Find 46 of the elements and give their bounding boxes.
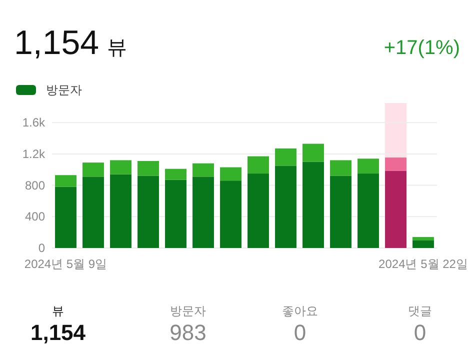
bar	[192, 163, 214, 177]
y-tick-label: 1.2k	[22, 146, 46, 161]
bar	[385, 158, 406, 171]
text: 댓글	[408, 304, 432, 318]
bar	[330, 160, 352, 176]
bar	[275, 148, 296, 166]
text: 0	[414, 320, 426, 345]
bar	[55, 175, 76, 187]
text: 뷰	[52, 304, 64, 318]
bar	[412, 237, 434, 240]
y-tick-label: 0	[38, 241, 46, 255]
bar	[220, 180, 242, 248]
text: 좋아요	[282, 304, 318, 318]
chart-title: 1,154	[14, 24, 100, 62]
chart-subtitle: 뷰	[107, 37, 128, 59]
bar	[165, 168, 186, 180]
bar	[302, 144, 324, 162]
bar	[358, 174, 379, 248]
bar	[82, 162, 104, 177]
bar	[138, 176, 159, 248]
text: 1,154	[30, 320, 86, 345]
legend-label: 방문자	[46, 83, 82, 97]
bar	[55, 186, 76, 248]
bar	[220, 167, 242, 181]
text: 방문자	[170, 304, 206, 318]
bar	[302, 162, 324, 248]
bar	[248, 156, 269, 174]
bar	[358, 158, 379, 174]
bar	[110, 174, 132, 248]
bar	[82, 176, 104, 248]
x-tick-label: 2024년 5월 9일	[24, 257, 108, 271]
bar	[192, 176, 214, 248]
text: 0	[294, 320, 306, 345]
bar	[275, 166, 296, 248]
y-tick-label: 800	[24, 178, 46, 192]
bar	[138, 161, 159, 176]
bar	[248, 174, 269, 248]
y-tick-label: 1.6k	[22, 116, 46, 130]
bar	[165, 180, 186, 248]
y-tick-label: 400	[24, 210, 46, 224]
text: 983	[170, 320, 206, 345]
text: +17(1%)	[384, 37, 460, 59]
x-tick-label: 2024년 5월 22일	[378, 257, 468, 271]
bar	[330, 176, 352, 248]
bar	[110, 160, 132, 174]
bar	[412, 240, 434, 248]
